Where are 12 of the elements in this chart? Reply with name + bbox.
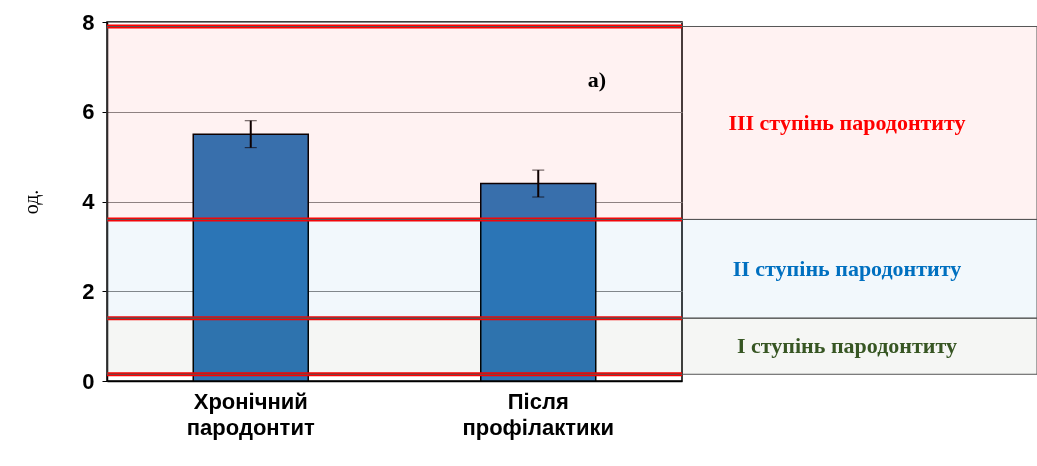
y-tick-label: 8	[82, 9, 95, 35]
band-label: II ступінь пародонтиту	[732, 255, 962, 281]
x-tick-label: Після профілактики	[462, 388, 615, 440]
band-label: I ступінь пародонтиту	[736, 333, 958, 359]
y-tick-label: 0	[82, 368, 95, 394]
annotation: а)	[587, 67, 607, 92]
y-tick-label: 4	[82, 189, 96, 214]
band-label: III ступінь пародонтиту	[728, 109, 966, 135]
y-tick-label: 2	[82, 278, 95, 304]
x-tick-label: Хронічний пародонтит	[186, 388, 315, 440]
y-tick-label: 6	[82, 99, 95, 125]
y-axis-title: од.	[20, 189, 44, 215]
